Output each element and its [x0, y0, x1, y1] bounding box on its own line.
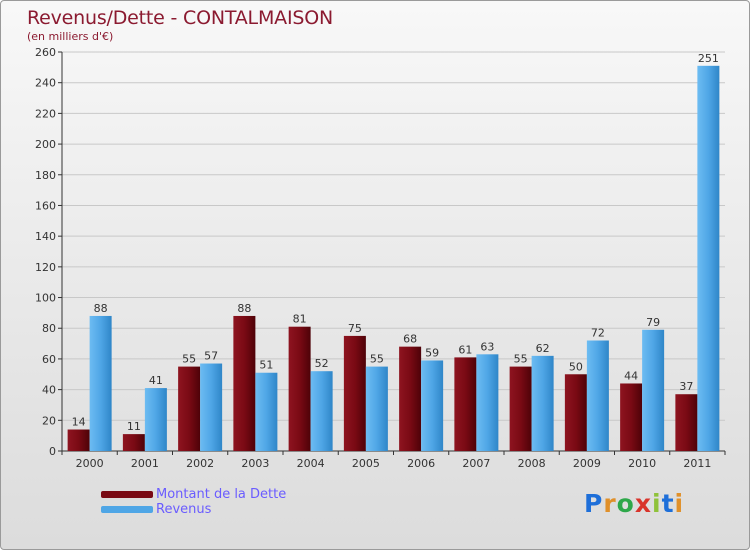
data-label: 88 [94, 302, 108, 315]
data-label: 55 [370, 353, 384, 366]
y-tick-label: 20 [42, 414, 56, 427]
y-tick-label: 140 [35, 230, 56, 243]
bar-dette [178, 366, 201, 451]
y-tick-label: 220 [35, 107, 56, 120]
x-tick-label: 2008 [518, 457, 546, 470]
data-label: 251 [698, 52, 719, 65]
bar-revenus [697, 65, 720, 452]
x-tick-label: 2005 [352, 457, 380, 470]
y-tick-label: 40 [42, 384, 56, 397]
bar-revenus [310, 371, 333, 451]
bar-dette [67, 429, 90, 451]
data-label: 88 [237, 302, 251, 315]
data-label: 50 [569, 360, 583, 373]
data-label: 57 [204, 350, 218, 363]
bar-revenus [531, 355, 554, 451]
legend-label-revenus: Revenus [156, 502, 212, 517]
bar-revenus [255, 372, 278, 451]
logo-letter: t [661, 489, 675, 518]
data-label: 68 [403, 333, 417, 346]
bar-dette [509, 366, 532, 451]
bar-revenus [476, 354, 499, 451]
bar-dette [343, 335, 366, 451]
bar-revenus [89, 315, 112, 451]
logo-letter: x [634, 489, 652, 518]
x-tick-label: 2007 [462, 457, 490, 470]
bar-revenus [365, 366, 388, 451]
data-label: 81 [293, 313, 307, 326]
y-tick-label: 200 [35, 138, 56, 151]
data-label: 55 [182, 353, 196, 366]
data-label: 37 [679, 380, 693, 393]
y-tick-label: 120 [35, 261, 56, 274]
data-label: 52 [315, 357, 329, 370]
logo-letter: r [603, 489, 617, 518]
chart-subtitle: (en milliers d'€) [27, 30, 114, 43]
data-label: 59 [425, 346, 439, 359]
logo-letter: i [652, 489, 662, 518]
bar-revenus [421, 360, 444, 451]
y-tick-label: 60 [42, 353, 56, 366]
logo-letter: P [584, 489, 604, 518]
data-label: 11 [127, 420, 141, 433]
data-label: 41 [149, 374, 163, 387]
bar-revenus [642, 329, 665, 451]
data-label: 75 [348, 322, 362, 335]
logo-letter: o [616, 489, 635, 518]
data-label: 61 [458, 343, 472, 356]
data-label: 62 [536, 342, 550, 355]
data-label: 72 [591, 327, 605, 340]
legend-swatch-revenus [101, 506, 153, 513]
bar-revenus [200, 363, 223, 451]
data-label: 79 [646, 316, 660, 329]
x-tick-label: 2001 [131, 457, 159, 470]
x-tick-label: 2011 [683, 457, 711, 470]
proxiti-logo: Proxiti [584, 489, 684, 518]
x-tick-label: 2009 [573, 457, 601, 470]
x-tick-label: 2002 [186, 457, 214, 470]
bar-revenus [144, 388, 167, 451]
chart-title: Revenus/Dette - CONTALMAISON [27, 7, 333, 29]
x-tick-label: 2010 [628, 457, 656, 470]
legend-swatch-dette [101, 491, 153, 498]
bar-dette [564, 374, 587, 451]
y-tick-label: 260 [35, 46, 56, 59]
data-label: 14 [72, 416, 86, 429]
bar-dette [454, 357, 477, 451]
data-label: 44 [624, 369, 638, 382]
bar-dette [122, 434, 145, 451]
y-tick-label: 100 [35, 292, 56, 305]
legend-label-dette: Montant de la Dette [156, 487, 287, 502]
y-tick-label: 160 [35, 199, 56, 212]
bar-dette [675, 394, 698, 451]
x-tick-label: 2003 [241, 457, 269, 470]
y-tick-label: 240 [35, 77, 56, 90]
x-tick-label: 2006 [407, 457, 435, 470]
bar-dette [399, 346, 422, 451]
bar-dette [233, 315, 256, 451]
x-tick-label: 2004 [297, 457, 325, 470]
bar-revenus [586, 340, 609, 451]
data-label: 63 [480, 340, 494, 353]
bar-dette [288, 326, 311, 451]
logo-letter: i [674, 489, 685, 518]
data-label: 55 [514, 353, 528, 366]
x-tick-label: 2000 [76, 457, 104, 470]
y-tick-label: 80 [42, 322, 56, 335]
bar-dette [620, 383, 643, 451]
y-tick-label: 0 [49, 445, 56, 458]
data-label: 51 [259, 359, 273, 372]
y-tick-label: 180 [35, 169, 56, 182]
